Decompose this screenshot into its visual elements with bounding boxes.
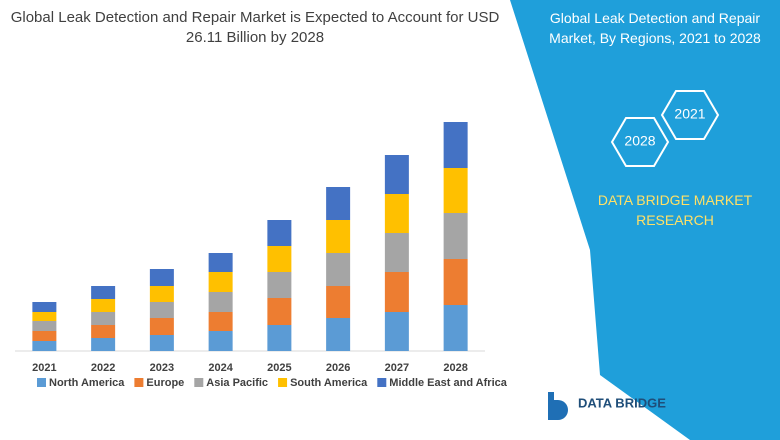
bar-segment: [443, 168, 468, 213]
title-box: Global Leak Detection and Repair Market …: [10, 9, 500, 46]
x-tick-label: 2026: [326, 362, 350, 374]
bar-segment: [326, 253, 351, 286]
bar-segment: [208, 331, 233, 351]
x-tick-label: 2024: [208, 362, 233, 374]
bar-segment: [443, 259, 468, 305]
bar-segment: [91, 299, 116, 312]
bar-segment: [326, 286, 351, 318]
bar-segment: [443, 305, 468, 351]
x-tick-label: 2025: [267, 362, 291, 374]
bar-segment: [443, 122, 468, 168]
legend-swatch: [278, 378, 288, 387]
bar-segment: [384, 272, 409, 312]
bar-segment: [384, 194, 409, 233]
hex-label: 2021: [674, 106, 705, 122]
x-tick-label: 2027: [385, 362, 409, 374]
bar-segment: [91, 325, 116, 338]
bar-segment: [208, 272, 233, 292]
legend-swatch: [37, 378, 46, 387]
bar-segment: [32, 331, 57, 341]
brand-box: DATA BRIDGE MARKET RESEARCH: [597, 192, 753, 228]
bar-segment: [384, 312, 409, 351]
bar-segment: [208, 312, 233, 331]
hex-label: 2028: [624, 133, 655, 149]
legend-label: Middle East and Africa: [389, 377, 507, 389]
bar-segment: [326, 187, 351, 220]
bar-segment: [267, 325, 292, 351]
logo-icon: [548, 392, 568, 420]
bar-segment: [32, 321, 57, 331]
chart-title: Global Leak Detection and Repair Market …: [10, 9, 500, 46]
legend-label: Asia Pacific: [206, 377, 268, 389]
legend-label: North America: [49, 377, 125, 389]
bar-segment: [32, 302, 57, 312]
bar-segment: [326, 220, 351, 253]
hexagon: [610, 117, 670, 167]
legend-swatch: [194, 378, 204, 387]
x-tick-label: 2028: [443, 362, 467, 374]
bar-segment: [384, 155, 409, 194]
bar-segment: [149, 318, 174, 335]
bar-segment: [443, 213, 468, 259]
bar-segment: [149, 269, 174, 286]
bar-segment: [267, 220, 292, 246]
side-title-box: Global Leak Detection and Repair Market,…: [549, 10, 761, 46]
side-title: Global Leak Detection and Repair Market,…: [549, 10, 761, 46]
bar-segment: [384, 233, 409, 272]
bar-segment: [326, 318, 351, 351]
hexagon: [660, 90, 720, 140]
legend-label: Europe: [146, 377, 184, 389]
bar-segment: [32, 312, 57, 321]
bar-segment: [208, 253, 233, 272]
bar-segment: [91, 286, 116, 299]
bar-segment: [208, 292, 233, 312]
legend-label: South America: [290, 377, 368, 389]
bar-segment: [267, 272, 292, 298]
bar-segment: [91, 338, 116, 351]
legend-swatch: [377, 378, 387, 387]
bar-segment: [267, 246, 292, 272]
brand: DATA BRIDGE MARKET RESEARCH: [597, 192, 753, 228]
bar-segment: [32, 341, 57, 351]
bar-segment: [149, 335, 174, 351]
bar-segment: [149, 302, 174, 318]
bar-segment: [267, 298, 292, 325]
logo-text: DATA BRIDGE: [578, 395, 666, 410]
x-tick-label: 2023: [150, 362, 174, 374]
legend-swatch: [134, 378, 144, 387]
bar-segment: [149, 286, 174, 302]
x-tick-label: 2022: [91, 362, 115, 374]
bar-segment: [91, 312, 116, 325]
x-tick-label: 2021: [32, 362, 56, 374]
side-panel: [510, 0, 780, 440]
